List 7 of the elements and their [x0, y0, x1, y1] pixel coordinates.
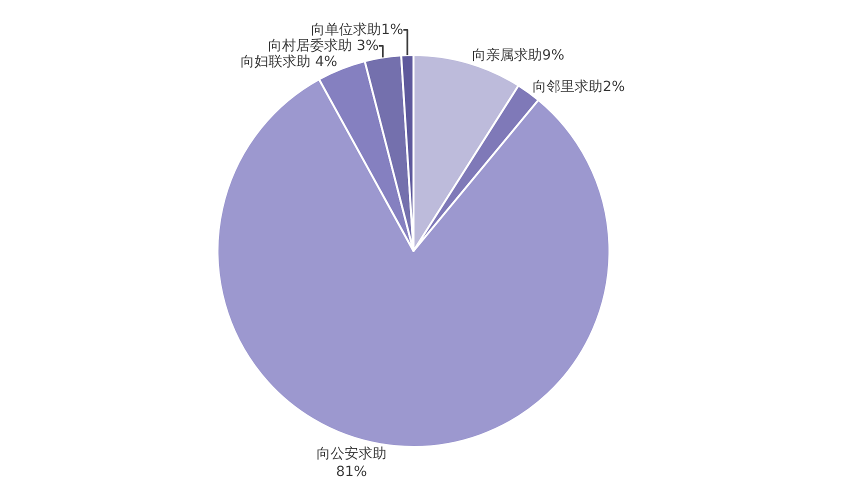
slice-label: 向公安求助: [316, 446, 387, 462]
slice-label: 向亲属求助9%: [472, 47, 564, 64]
slice-label: 向单位求助1%: [311, 22, 404, 38]
slice-label: 向妇联求助 4%: [240, 54, 338, 70]
data-label: 81%: [336, 464, 368, 480]
slice-label: 向村居委求助 3%: [268, 38, 379, 54]
slice-label: 向邻里求助2%: [532, 79, 625, 96]
